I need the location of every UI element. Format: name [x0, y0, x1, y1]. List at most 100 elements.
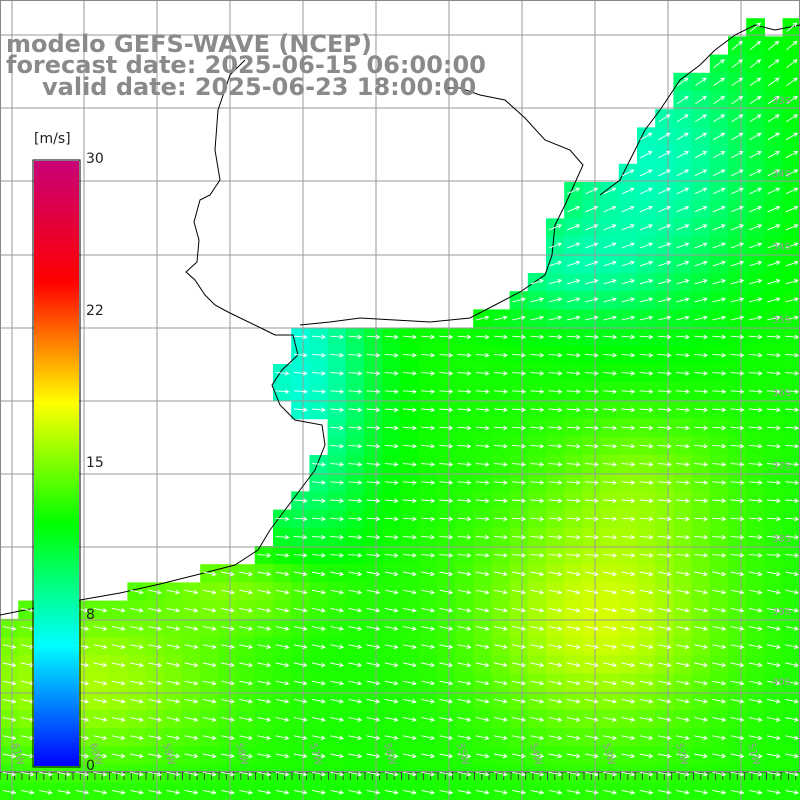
lat-label: 34S [772, 242, 791, 253]
wind-arrow [20, 717, 35, 722]
wind-arrow [694, 260, 708, 267]
wind-arrow [548, 371, 563, 376]
wind-arrow [657, 662, 672, 668]
wind-arrow [311, 407, 326, 413]
wind-arrow [639, 389, 654, 394]
wind-arrow [293, 735, 308, 741]
wind-arrow [675, 498, 690, 504]
wind-arrow [748, 516, 763, 522]
wind-arrow [366, 425, 381, 431]
lat-label: 35S [772, 315, 791, 326]
lat-label: 40S [772, 677, 791, 688]
wind-arrow [712, 242, 726, 249]
wind-arrow [694, 498, 709, 504]
wind-arrow [366, 389, 381, 394]
wind-arrow [257, 680, 272, 686]
wind-arrow [676, 297, 690, 303]
wind-arrow [548, 571, 563, 577]
wind-arrow [657, 297, 672, 303]
wind-arrow [621, 315, 636, 321]
wind-arrow [403, 753, 417, 759]
wind-arrow [730, 224, 745, 231]
wind-arrow [548, 589, 563, 595]
wind-arrow [585, 698, 599, 704]
wind-arrow [766, 553, 781, 558]
wind-arrow [148, 607, 163, 613]
wind-arrow [730, 553, 745, 558]
wind-arrow [512, 735, 527, 741]
wind-arrow [694, 662, 709, 668]
wind-cell [728, 782, 747, 800]
wind-arrow [475, 644, 490, 650]
wind-arrow [457, 662, 472, 668]
wind-arrow [621, 553, 636, 558]
wind-arrow [713, 59, 725, 68]
wind-arrow [657, 389, 672, 394]
wind-arrow [275, 735, 290, 741]
wind-arrow [785, 132, 799, 141]
wind-arrow [748, 571, 763, 577]
wind-arrow [748, 607, 763, 613]
wind-arrow [639, 278, 654, 285]
wind-arrow [639, 680, 654, 686]
wind-arrow [384, 626, 399, 631]
wind-arrow [439, 735, 454, 741]
wind-arrow [493, 407, 508, 413]
wind-arrow [402, 553, 417, 558]
wind-arrow [767, 662, 781, 668]
wind-arrow [439, 334, 454, 340]
wind-arrow [512, 753, 527, 759]
wind-arrow [202, 626, 217, 631]
wind-arrow [785, 789, 800, 795]
wind-arrow [311, 334, 326, 340]
wind-arrow [330, 789, 345, 795]
wind-arrow [512, 443, 527, 449]
wind-arrow [694, 278, 708, 285]
wind-arrow [712, 717, 727, 722]
wind-arrow [348, 352, 363, 358]
wind-arrow [712, 753, 727, 759]
wind-arrow [166, 735, 181, 741]
wind-arrow [548, 753, 563, 759]
wind-arrow [93, 735, 108, 741]
wind-arrow [439, 753, 454, 759]
wind-arrow [748, 352, 763, 358]
wind-arrow [457, 717, 472, 722]
wind-arrow [712, 626, 727, 631]
wind-arrow [384, 753, 399, 759]
wind-arrow [712, 589, 727, 595]
wind-arrow [293, 352, 308, 358]
wind-arrow [402, 462, 417, 467]
wind-arrow [712, 644, 727, 650]
wind-arrow [712, 553, 727, 558]
wind-arrow [366, 498, 381, 504]
wind-arrow [293, 389, 308, 394]
wind-arrow [348, 389, 363, 394]
wind-arrow [530, 680, 545, 686]
wind-arrow [512, 698, 527, 704]
wind-arrow [748, 425, 763, 431]
wind-arrow [20, 753, 35, 759]
wind-arrow [348, 371, 363, 376]
wind-arrow [785, 407, 800, 413]
wind-arrow [621, 644, 636, 650]
wind-arrow [457, 553, 472, 558]
wind-arrow [330, 644, 345, 650]
wind-arrow [566, 534, 581, 540]
wind-arrow [603, 626, 618, 631]
wind-arrow [566, 516, 581, 522]
wind-arrow [493, 443, 508, 449]
wind-arrow [767, 169, 781, 177]
wind-arrow [694, 205, 708, 213]
wind-arrow [785, 698, 800, 704]
wind-arrow [712, 480, 727, 485]
wind-arrow [730, 407, 745, 413]
wind-arrow [421, 607, 436, 613]
wind-arrow [530, 698, 545, 704]
wind-arrow [475, 462, 490, 467]
wind-arrow [403, 698, 417, 704]
wind-arrow [421, 626, 436, 631]
wind-cell [54, 782, 74, 800]
wind-arrow [694, 753, 709, 759]
